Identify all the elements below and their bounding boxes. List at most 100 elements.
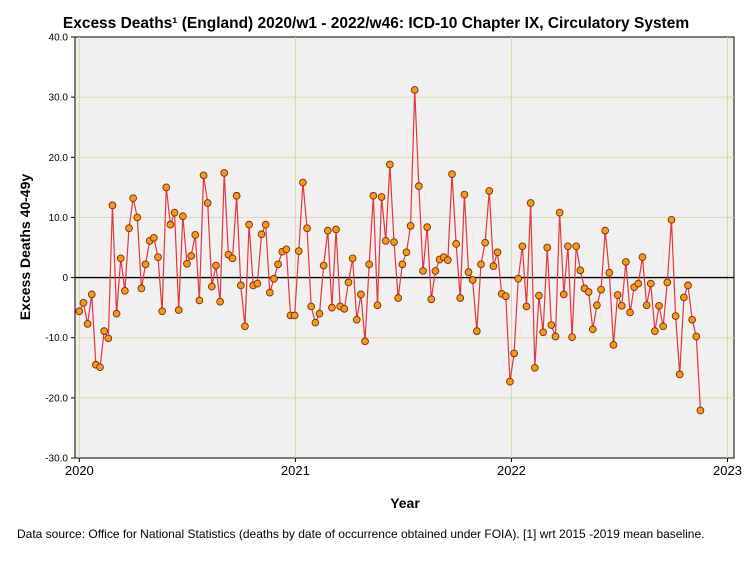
data-point xyxy=(125,224,133,233)
data-point xyxy=(477,260,485,269)
data-point xyxy=(129,194,138,203)
data-point xyxy=(576,266,585,275)
data-point xyxy=(216,297,224,306)
data-point xyxy=(659,322,668,331)
data-point xyxy=(419,267,427,275)
data-point xyxy=(212,261,220,270)
data-point xyxy=(299,178,307,187)
x-axis-label: Year xyxy=(390,495,420,511)
data-point xyxy=(87,290,96,299)
data-point xyxy=(601,226,610,235)
data-point xyxy=(406,222,415,230)
data-point xyxy=(518,242,527,251)
y-tick-label: -30.0 xyxy=(45,454,68,465)
data-point xyxy=(348,254,357,263)
data-point xyxy=(137,284,146,293)
data-point xyxy=(394,294,403,302)
data-point xyxy=(510,349,518,358)
data-point xyxy=(597,285,605,294)
data-point xyxy=(150,234,158,242)
data-point xyxy=(655,301,663,310)
y-tick-label: 20.0 xyxy=(49,153,69,164)
data-point xyxy=(328,303,336,312)
data-point xyxy=(555,208,564,217)
data-point xyxy=(166,220,175,229)
data-point xyxy=(526,199,535,207)
data-point xyxy=(547,321,556,329)
data-point xyxy=(245,220,253,229)
data-point xyxy=(613,291,622,299)
data-point xyxy=(232,191,241,200)
data-point xyxy=(373,301,382,310)
data-point xyxy=(158,307,166,316)
data-point xyxy=(539,328,547,337)
data-point xyxy=(427,295,436,304)
data-point xyxy=(361,337,369,346)
data-point xyxy=(671,312,680,320)
chart: Excess Deaths¹ (England) 2020/w1 - 2022/… xyxy=(17,15,742,511)
data-point xyxy=(75,307,84,316)
data-point xyxy=(415,182,423,191)
data-point xyxy=(154,253,162,261)
data-point xyxy=(622,258,630,266)
y-tick-label: 30.0 xyxy=(49,93,69,104)
data-point xyxy=(609,341,618,349)
data-point xyxy=(282,245,291,254)
data-point xyxy=(530,363,539,372)
data-point xyxy=(663,278,672,287)
data-point xyxy=(588,325,597,334)
data-point xyxy=(688,315,697,324)
y-axis-ticks: -30.0 -20.0 -10.0 0 10.0 20.0 30.0 40.0 xyxy=(45,33,75,465)
data-point xyxy=(626,308,634,317)
y-tick-label: 0 xyxy=(62,273,68,284)
data-point xyxy=(315,309,324,318)
data-point xyxy=(651,327,659,335)
data-point xyxy=(377,193,386,201)
data-point xyxy=(199,171,208,180)
data-point xyxy=(290,311,299,320)
data-point xyxy=(257,230,266,239)
x-axis-ticks: 2020 2021 2022 2023 xyxy=(65,458,742,478)
data-point xyxy=(195,296,204,305)
data-point xyxy=(116,254,125,263)
data-point xyxy=(572,242,581,251)
data-point xyxy=(79,298,88,307)
data-point xyxy=(444,256,452,264)
data-point xyxy=(390,238,398,246)
data-point xyxy=(100,327,109,335)
data-point xyxy=(642,301,651,310)
data-point xyxy=(162,183,171,192)
y-axis-label: Excess Deaths 40-49y xyxy=(17,174,33,321)
y-tick-label: -20.0 xyxy=(45,393,68,404)
data-point xyxy=(680,293,688,302)
data-point xyxy=(667,215,676,224)
data-point xyxy=(464,268,473,277)
data-point xyxy=(584,288,593,296)
data-point xyxy=(253,279,262,288)
data-point xyxy=(386,160,394,169)
data-point xyxy=(593,301,601,310)
y-tick-label: -10.0 xyxy=(45,333,68,344)
data-point xyxy=(203,199,212,207)
y-tick-label: 40.0 xyxy=(49,33,69,44)
data-point xyxy=(319,261,328,270)
plot-area xyxy=(74,36,735,459)
data-point xyxy=(684,281,692,290)
data-point xyxy=(381,237,390,245)
data-point xyxy=(535,291,543,300)
data-point xyxy=(493,248,502,257)
data-point xyxy=(638,253,647,261)
x-tick-label: 2022 xyxy=(497,463,526,478)
data-point xyxy=(506,377,514,386)
data-point xyxy=(141,260,150,269)
data-point xyxy=(207,282,216,291)
data-point xyxy=(174,306,183,314)
data-point xyxy=(340,305,349,313)
data-point xyxy=(352,315,361,324)
x-tick-label: 2020 xyxy=(65,463,94,478)
data-point xyxy=(452,240,460,248)
data-point xyxy=(564,242,572,251)
y-tick-label: 10.0 xyxy=(49,213,69,224)
data-point xyxy=(121,286,129,295)
data-point xyxy=(228,254,237,263)
